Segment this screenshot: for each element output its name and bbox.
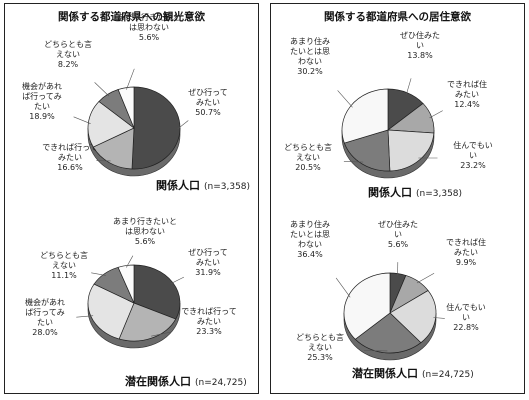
slice-label: ぜひ行ってみたい 31.9%: [188, 247, 228, 277]
slice-label: 住んでもいい 22.8%: [446, 302, 485, 332]
leader-line: [151, 331, 172, 337]
pie-chart-3: ぜひ住みたい 5.6% できれば住みたい 9.9% 住んでもいい 22.8% どちらとも言え…: [290, 219, 486, 380]
group-name-label: 潜在関係人口: [352, 366, 418, 380]
group-sample-size: (n=24,725): [195, 378, 247, 388]
pie-slice: [117, 264, 135, 304]
slice-label: どちらとも言えない 8.2%: [44, 39, 92, 69]
pie-slice: [354, 312, 422, 354]
pie-slice: [341, 88, 389, 144]
pie-slice: [343, 272, 391, 340]
slice-label: あまり住みたいとは思わない 36.4%: [290, 219, 330, 259]
pie-chart-2: ぜひ住みたい 13.8%できれば住みたい 12.4% 住んでもいい 23.2% どちらとも…: [284, 30, 493, 199]
slice-label: あまり行きたいとは思わない 5.6%: [117, 12, 181, 42]
leader-line: [170, 276, 185, 284]
group-name-label: 関係人口: [156, 178, 200, 192]
leader-line: [433, 317, 445, 319]
tourism-intent-panel: 関係する都道府県への観光意欲: [4, 3, 259, 394]
leader-line: [416, 272, 435, 284]
group-sample-size: (n=24,725): [422, 370, 474, 380]
leader-line: [126, 68, 135, 90]
slice-label: できれば住みたい 9.9%: [446, 237, 486, 267]
slice-label: できれば住みたい 12.4%: [447, 79, 487, 109]
group-name-label: 関係人口: [368, 185, 412, 199]
slice-label: どちらとも言えない 20.5%: [284, 142, 332, 172]
leader-line: [126, 255, 134, 268]
slice-label: あまり行きたいとは思わない 5.6%: [113, 216, 177, 246]
residence-intent-panel: 関係する都道府県への居住意欲: [270, 3, 525, 394]
pie-chart-1: ぜひ行ってみたい 31.9% できれば行ってみたい 23.3% 機会があれば行ってみたい…: [25, 216, 247, 388]
leader-line: [343, 161, 364, 163]
slice-label: できれば行ってみたい 23.3%: [181, 306, 237, 336]
leader-line: [177, 120, 189, 130]
panel-title-residence: 関係する都道府県への居住意欲: [324, 11, 471, 23]
pie-slice: [117, 86, 135, 129]
leader-line: [429, 110, 443, 119]
leader-line: [337, 90, 353, 108]
leader-line: [406, 78, 412, 95]
leader-line: [73, 116, 91, 124]
group-name-label: 潜在関係人口: [125, 374, 191, 388]
leader-line: [94, 82, 110, 97]
slice-label: ぜひ住みたい 13.8%: [400, 30, 440, 60]
panel-title-tourism: 関係する都道府県への観光意欲: [58, 11, 205, 23]
slice-label: 住んでもいい 23.2%: [453, 140, 492, 170]
slice-label: あまり住みたいとは思わない 30.2%: [290, 36, 330, 76]
slice-label: できれば行ってみたい 16.6%: [42, 142, 98, 172]
leader-line: [91, 272, 106, 276]
pie-slice: [92, 127, 135, 170]
slice-label: ぜひ行ってみたい 50.7%: [188, 87, 228, 117]
pie-chart-0: ぜひ行ってみたい 50.7% できれば行ってみたい 16.6% 機会があれば行ってみたい…: [22, 12, 250, 192]
pie-slice: [118, 302, 177, 342]
pie-slice: [131, 86, 181, 170]
slice-label: 機会があれば行ってみたい 18.9%: [22, 81, 62, 121]
pie-slice: [87, 101, 135, 148]
slice-label: どちらとも言えない 11.1%: [40, 250, 88, 280]
pie-slice: [387, 129, 435, 172]
leader-line: [335, 277, 351, 298]
group-sample-size: (n=3,358): [204, 182, 250, 192]
leader-line: [76, 315, 94, 318]
slice-label: 機会があれば行ってみたい 28.0%: [25, 297, 65, 337]
pie-slice: [343, 129, 391, 172]
slice-label: どちらとも言えない 25.3%: [296, 332, 344, 362]
group-sample-size: (n=3,358): [416, 189, 462, 199]
slice-label: ぜひ住みたい 5.6%: [378, 219, 418, 249]
